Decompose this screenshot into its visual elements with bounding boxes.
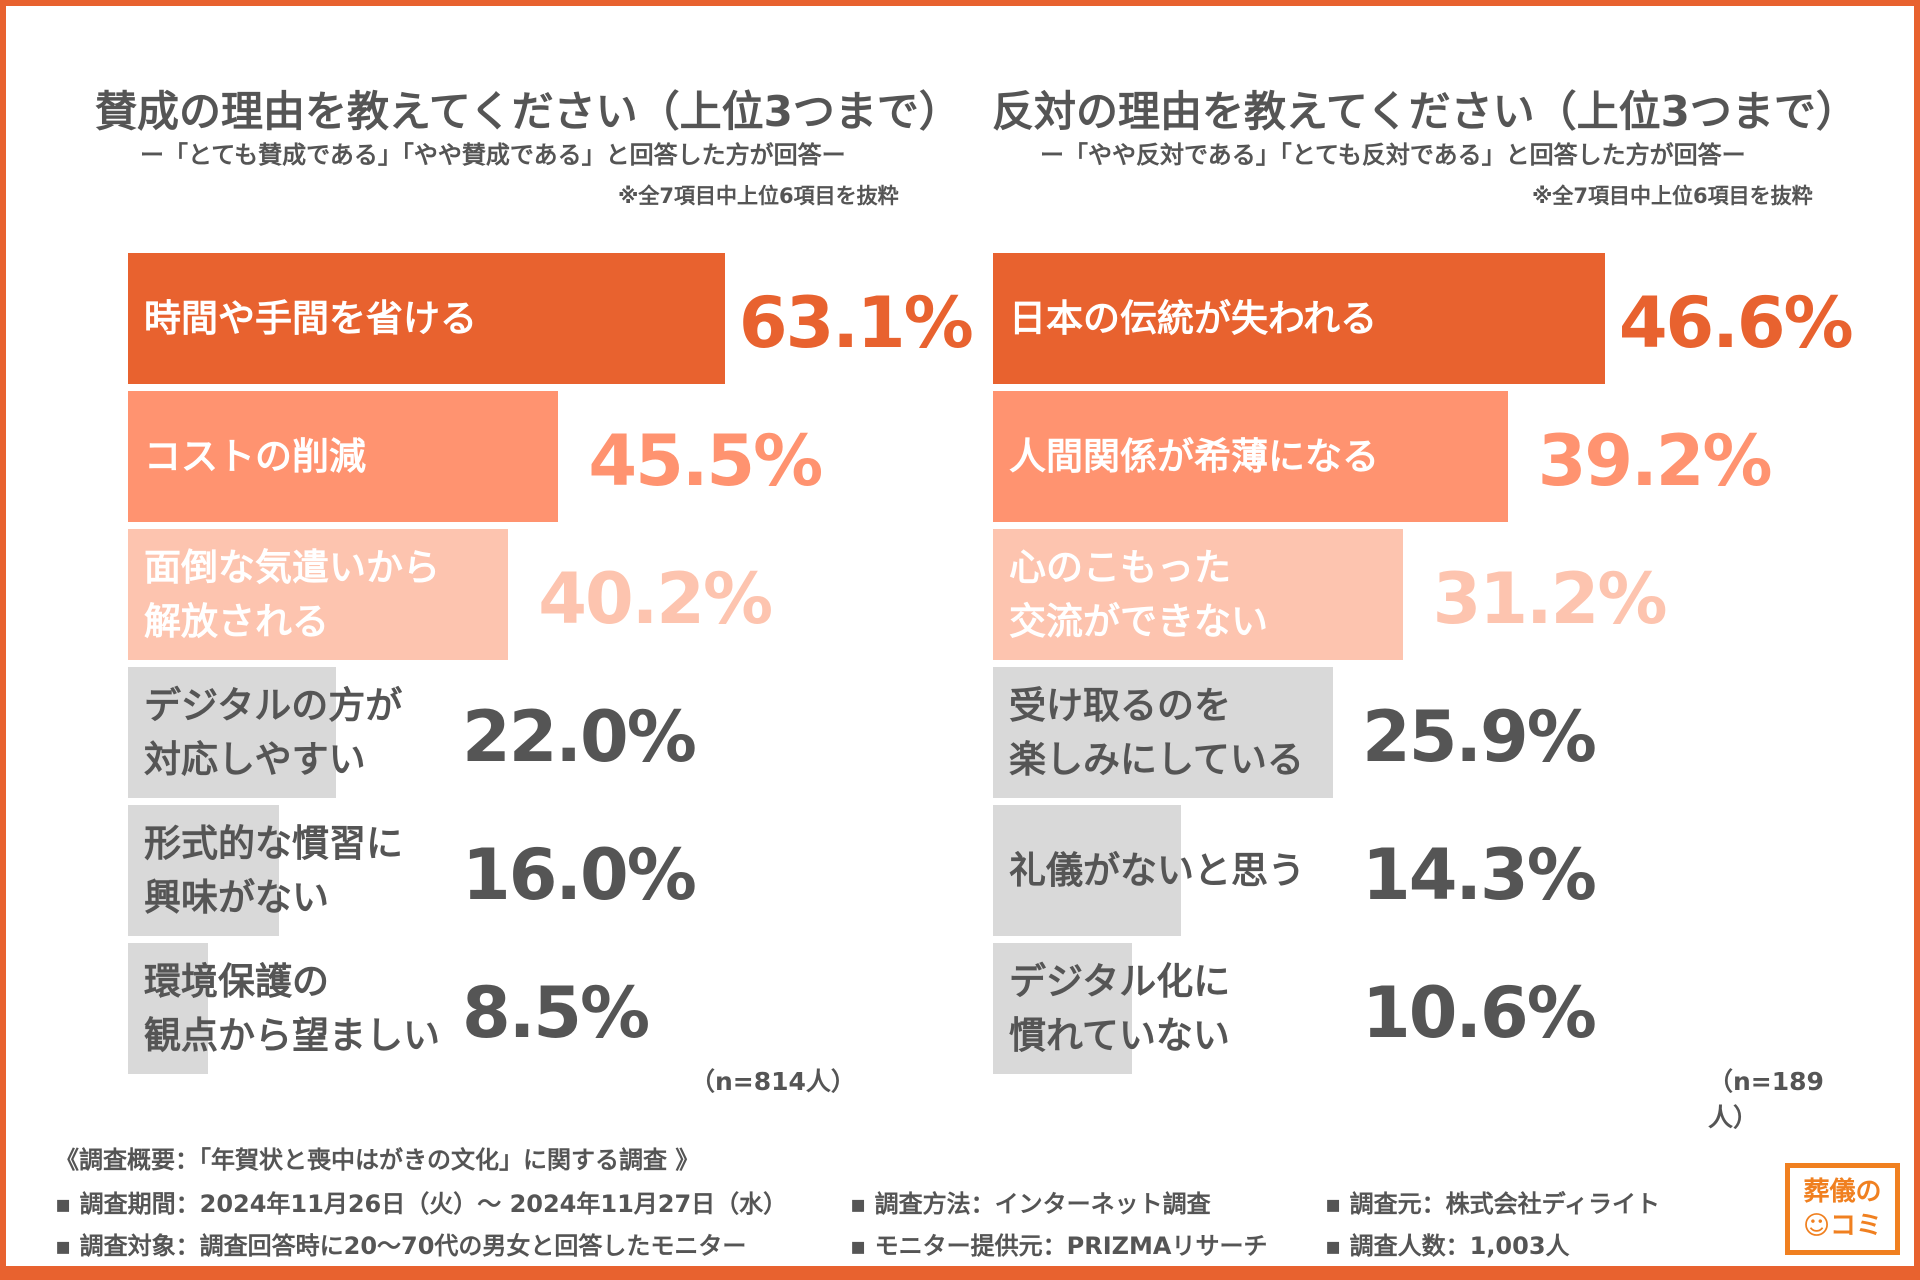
sample-size: （n=814人） — [690, 1067, 856, 1096]
bar — [128, 667, 337, 798]
monitor-provider: ▪ モニター提供元：PRIZMAリサーチ — [850, 1232, 1268, 1260]
bar — [128, 805, 280, 936]
survey-source: ▪ 調査元：株式会社ディライト — [1325, 1190, 1660, 1218]
category-label: 面倒な気遣いから 解放される — [144, 545, 440, 643]
category-label: 心のこもった 交流ができない — [1009, 545, 1268, 643]
survey-target: ▪ 調査対象：調査回答時に20～70代の男女と回答したモニター — [55, 1232, 747, 1260]
value-label: 46.6% — [1618, 281, 1854, 364]
survey-count: ▪ 調査人数：1,003人 — [1325, 1232, 1570, 1260]
category-label: 礼儀がないと思う — [1009, 848, 1305, 892]
category-label: デジタル化に 慣れていない — [1009, 959, 1231, 1057]
chart-note: ※全7項目中上位6項目を抜粋 — [1532, 184, 1813, 208]
value-label: 10.6% — [1362, 971, 1597, 1054]
left-chart: 賛成の理由を教えてください（上位3つまで） ー「とても賛成である」「やや賛成であ… — [0, 0, 974, 1100]
bar — [993, 805, 1181, 936]
chart-subtitle: ー「とても賛成である」「やや賛成である」と回答した方が回答ー — [140, 141, 846, 169]
value-label: 14.3% — [1362, 833, 1597, 916]
category-label: 環境保護の 観点から望ましい — [144, 959, 440, 1057]
bar — [128, 529, 509, 660]
category-label: 受け取るのを 楽しみにしている — [1009, 683, 1304, 781]
bar — [128, 943, 209, 1074]
value-label: 45.5% — [588, 419, 823, 502]
value-label: 31.2% — [1432, 557, 1668, 640]
right-chart: 反対の理由を教えてください（上位3つまで） ー「やや反対である」「とても反対であ… — [0, 0, 1858, 1132]
bar — [128, 391, 559, 522]
bar — [128, 253, 725, 384]
category-label: 時間や手間を省ける — [144, 296, 477, 340]
category-label: コストの削減 — [144, 434, 366, 478]
value-label: 63.1% — [738, 281, 974, 364]
category-label: デジタルの方が 対応しやすい — [144, 683, 403, 781]
chart-subtitle: ー「やや反対である」「とても反対である」と回答した方が回答ー — [1040, 141, 1746, 169]
value-label: 22.0% — [462, 695, 697, 778]
value-label: 40.2% — [538, 557, 773, 640]
chart-note: ※全7項目中上位6項目を抜粋 — [618, 184, 899, 208]
chart-title: 賛成の理由を教えてください（上位3つまで） — [95, 87, 961, 136]
survey-method: ▪ 調査方法：インターネット調査 — [850, 1190, 1211, 1218]
bar — [993, 943, 1133, 1074]
category-label: 形式的な慣習に 興味がない — [144, 821, 403, 919]
category-label: 日本の伝統が失われる — [1009, 296, 1378, 340]
sample-size: （n=189人） — [1708, 1067, 1824, 1132]
bar — [993, 253, 1605, 384]
survey-period: ▪ 調査期間：2024年11月26日（火）～ 2024年11月27日（水） — [55, 1190, 788, 1218]
value-label: 8.5% — [462, 971, 650, 1054]
survey-heading: 《調査概要：「年賀状と喪中はがきの文化」に関する調査 》 — [55, 1146, 700, 1174]
value-label: 39.2% — [1537, 419, 1773, 502]
bar — [993, 391, 1508, 522]
category-label: 人間関係が希薄になる — [1009, 434, 1379, 478]
bar — [993, 529, 1403, 660]
chart-title: 反対の理由を教えてください（上位3つまで） — [992, 87, 1858, 136]
logo: 葬儀の ☺コミ — [1785, 1163, 1900, 1255]
bar — [993, 667, 1334, 798]
value-label: 16.0% — [462, 833, 697, 916]
value-label: 25.9% — [1362, 695, 1597, 778]
